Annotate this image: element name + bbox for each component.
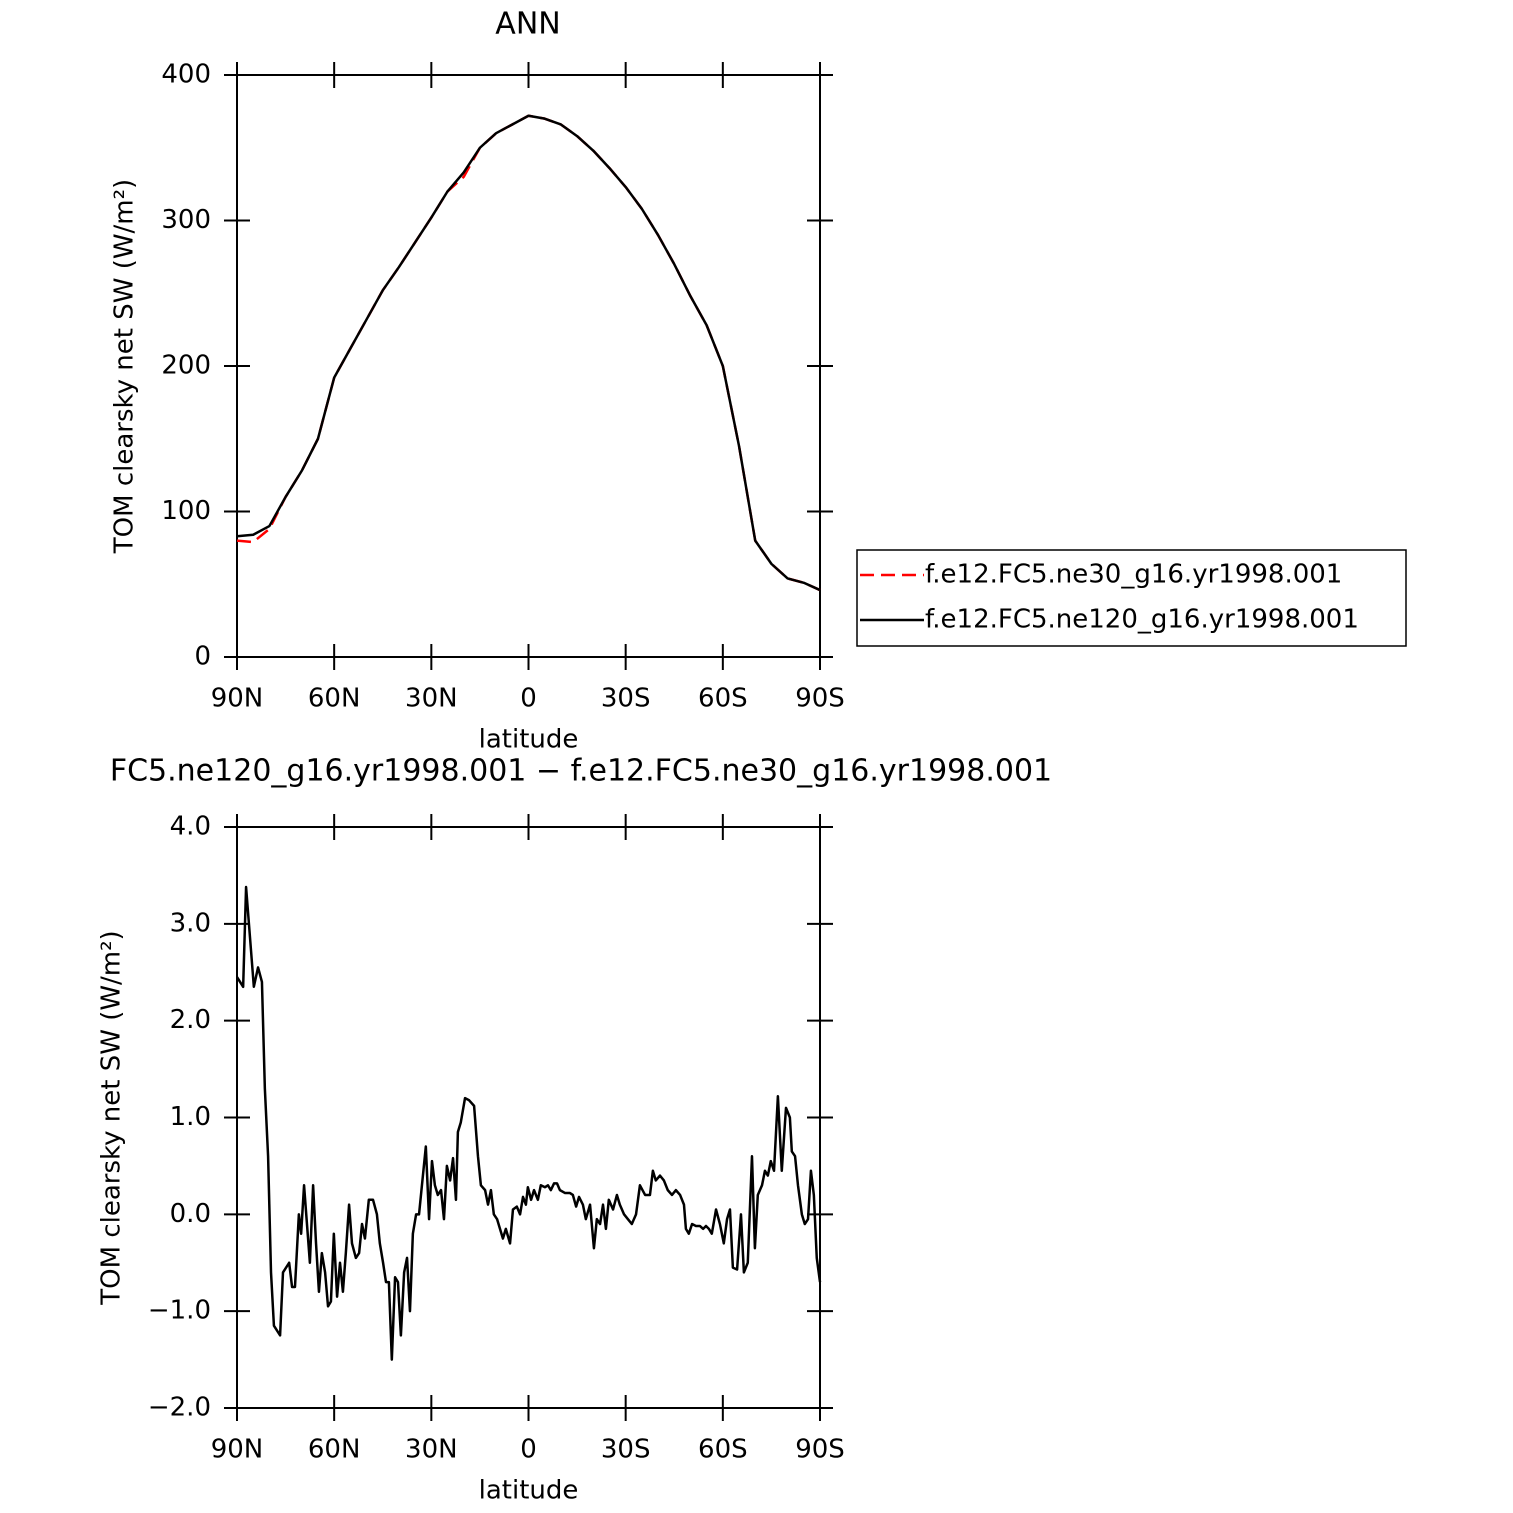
x-tick-label: 30N: [405, 684, 458, 714]
x-axis-label: latitude: [479, 1476, 579, 1506]
legend-label: f.e12.FC5.ne30_g16.yr1998.001: [925, 560, 1342, 590]
y-tick-label: 1.0: [170, 1102, 211, 1132]
y-tick-label: 400: [161, 60, 211, 90]
x-tick-label: 30S: [601, 1435, 651, 1465]
x-tick-label: 60S: [698, 1435, 748, 1465]
x-axis-label: latitude: [479, 725, 579, 755]
y-tick-label: 0: [194, 642, 211, 672]
chart-title: ANN: [495, 7, 560, 42]
x-tick-label: 0: [520, 1435, 537, 1465]
y-axis-label: TOM clearsky net SW (W/m²): [110, 179, 140, 554]
x-tick-label: 60N: [308, 684, 361, 714]
legend-label: f.e12.FC5.ne120_g16.yr1998.001: [925, 605, 1359, 635]
y-tick-label: 100: [161, 496, 211, 526]
y-tick-label: −1.0: [148, 1296, 211, 1326]
y-tick-label: 0.0: [170, 1199, 211, 1229]
y-tick-label: 300: [161, 205, 211, 235]
x-tick-label: 0: [520, 684, 537, 714]
y-tick-label: 200: [161, 351, 211, 381]
x-tick-label: 90S: [795, 1435, 845, 1465]
legend-box: [856, 549, 1407, 647]
chart-title: FC5.ne120_g16.yr1998.001 − f.e12.FC5.ne3…: [110, 754, 1052, 789]
x-tick-label: 90N: [211, 684, 264, 714]
y-tick-label: 2.0: [170, 1005, 211, 1035]
x-tick-label: 30S: [601, 684, 651, 714]
data-line: [236, 114, 821, 592]
x-tick-label: 60N: [308, 1435, 361, 1465]
data-line: [236, 114, 821, 592]
x-tick-label: 30N: [405, 1435, 458, 1465]
plot-frame: [236, 74, 821, 658]
y-tick-label: −2.0: [148, 1393, 211, 1423]
x-tick-label: 90S: [795, 684, 845, 714]
data-line: [235, 885, 822, 1361]
y-tick-label: 3.0: [170, 908, 211, 938]
plot-frame: [236, 826, 821, 1409]
x-tick-label: 60S: [698, 684, 748, 714]
y-tick-label: 4.0: [170, 812, 211, 842]
x-tick-label: 90N: [211, 1435, 264, 1465]
y-axis-label: TOM clearsky net SW (W/m²): [97, 930, 127, 1305]
